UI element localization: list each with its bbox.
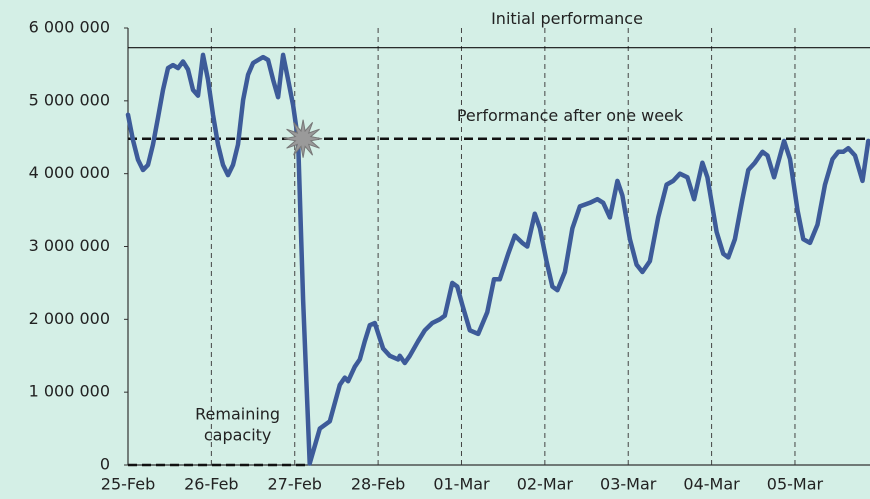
y-tick-label: 1 000 000 bbox=[29, 382, 110, 401]
y-tick-label: 4 000 000 bbox=[29, 163, 110, 182]
x-tick-label: 01-Mar bbox=[433, 475, 490, 494]
reference-label: Remaining bbox=[195, 405, 280, 424]
y-tick-label: 3 000 000 bbox=[29, 236, 110, 255]
x-tick-label: 04-Mar bbox=[683, 475, 740, 494]
y-tick-label: 0 bbox=[100, 455, 110, 474]
x-tick-label: 03-Mar bbox=[600, 475, 657, 494]
x-tick-label: 26-Feb bbox=[184, 475, 238, 494]
y-tick-label: 6 000 000 bbox=[29, 18, 110, 37]
x-tick-label: 28-Feb bbox=[351, 475, 405, 494]
y-tick-label: 2 000 000 bbox=[29, 309, 110, 328]
event-marker bbox=[284, 119, 323, 158]
x-tick-label: 02-Mar bbox=[517, 475, 574, 494]
x-tick-label: 25-Feb bbox=[101, 475, 155, 494]
y-tick-label: 5 000 000 bbox=[29, 90, 110, 109]
reference-label: Performance after one week bbox=[457, 106, 684, 125]
reference-label: Initial performance bbox=[491, 9, 643, 28]
x-tick-label: 05-Mar bbox=[767, 475, 824, 494]
x-tick-label: 27-Feb bbox=[268, 475, 322, 494]
reference-label: capacity bbox=[204, 426, 272, 445]
data-line bbox=[125, 52, 870, 466]
